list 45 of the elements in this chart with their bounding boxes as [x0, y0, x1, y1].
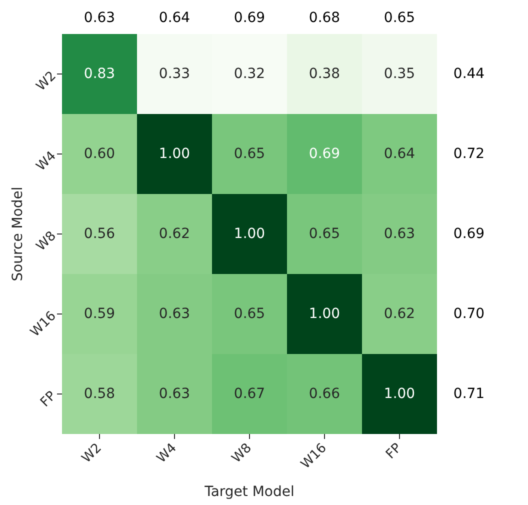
data-label: 0.38: [308, 66, 340, 82]
data-label: 0.62: [158, 226, 190, 242]
x-axis-title: Target Model: [204, 484, 294, 500]
data-label: 0.60: [84, 146, 116, 162]
y-tick-label: W8: [34, 228, 60, 254]
text: 0.63: [84, 10, 116, 26]
data-label: 1.00: [384, 386, 416, 402]
text: 0.64: [158, 10, 190, 26]
data-label: 0.56: [84, 226, 116, 242]
y-axis-title: Source Model: [10, 186, 26, 282]
data-label: 0.65: [234, 306, 266, 322]
y-tick-label: FP: [38, 388, 60, 410]
x-tick-label: FP: [383, 440, 405, 462]
y2-tick-label: 0.72: [453, 146, 485, 162]
y-tick-label: W4: [34, 148, 60, 174]
data-label: 0.59: [84, 306, 116, 322]
data-label: 0.83: [84, 66, 116, 82]
data-label: 0.64: [384, 146, 416, 162]
data-label: 0.66: [308, 386, 340, 402]
y2-tick-label: 0.70: [453, 306, 485, 322]
data-label: 0.63: [158, 306, 190, 322]
text: 0.68: [308, 10, 340, 26]
data-label: 0.35: [384, 66, 416, 82]
data-label: 1.00: [308, 306, 340, 322]
y2-tick-label: 0.71: [453, 386, 485, 402]
data-label: 0.65: [308, 226, 340, 242]
data-label: 1.00: [234, 226, 266, 242]
data-label: 0.63: [158, 386, 190, 402]
data-label: 0.62: [384, 306, 416, 322]
data-label: 0.63: [384, 226, 416, 242]
data-label: 1.00: [158, 146, 190, 162]
y-tick-label: W2: [34, 68, 60, 94]
x-tick-label: W8: [229, 440, 255, 466]
text: 0.69: [234, 10, 266, 26]
text: 0.65: [384, 10, 416, 26]
x-tick-label: W4: [154, 440, 180, 466]
y2-tick-label: 0.69: [453, 226, 485, 242]
y2-tick-label: 0.44: [453, 66, 485, 82]
data-label: 0.69: [308, 146, 340, 162]
x-tick-label: W2: [79, 440, 105, 466]
data-label: 0.58: [84, 386, 116, 402]
data-label: 0.65: [234, 146, 266, 162]
data-label: 0.32: [234, 66, 266, 82]
data-label: 0.67: [234, 386, 266, 402]
data-label: 0.33: [158, 66, 190, 82]
